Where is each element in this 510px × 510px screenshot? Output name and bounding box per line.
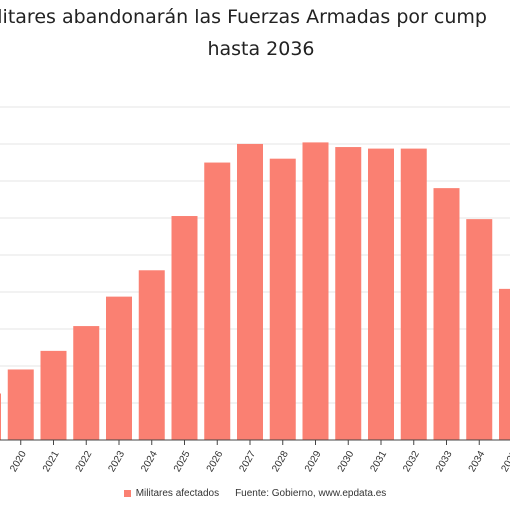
- source-note: Fuente: Gobierno, www.epdata.es: [235, 488, 387, 499]
- bar-2034: [466, 219, 493, 440]
- bar-2022: [73, 326, 100, 440]
- x-tick-label-2023: 2023: [106, 449, 127, 474]
- x-tick-label-2034: 2034: [467, 449, 488, 474]
- bar-2027: [237, 143, 263, 440]
- bar-2033: [433, 188, 460, 440]
- bar-2029: [302, 142, 329, 440]
- x-tick-label-2027: 2027: [237, 449, 258, 474]
- bar-2028: [269, 158, 296, 441]
- x-tick-label-2028: 2028: [270, 449, 291, 474]
- x-tick-label-2020: 2020: [8, 449, 29, 474]
- x-tick-label-2024: 2024: [139, 449, 160, 474]
- x-tick-label-2029: 2029: [303, 449, 324, 474]
- legend-swatch: [123, 490, 131, 497]
- bar-2020: [7, 369, 34, 440]
- x-tick-label-2032: 2032: [401, 449, 422, 474]
- x-tick-label-2026: 2026: [205, 449, 226, 474]
- bar-2021: [40, 350, 67, 440]
- bar-2026: [204, 162, 231, 441]
- bar-2023: [106, 296, 132, 440]
- x-tick-label-2021: 2021: [41, 449, 62, 474]
- bar-2024: [138, 270, 165, 440]
- bar-2032: [400, 148, 427, 440]
- x-tick-label-2022: 2022: [74, 449, 95, 474]
- legend-series-label: Militares afectados: [135, 488, 220, 499]
- x-tick-label-2033: 2033: [434, 449, 455, 474]
- x-tick-label-2031: 2031: [368, 449, 389, 474]
- chart-title-line-1: ilitares abandonarán las Fuerzas Armadas…: [0, 6, 487, 28]
- x-tick-label-2030: 2030: [336, 449, 357, 474]
- x-tick-label-2025: 2025: [172, 449, 193, 474]
- legend: Militares afectados Fuente: Gobierno, ww…: [0, 488, 510, 499]
- bar-2030: [335, 147, 362, 441]
- bar-2035: [499, 288, 510, 440]
- bar-2031: [368, 148, 394, 440]
- bar-2019: [0, 393, 1, 440]
- chart-title-line-2: hasta 2036: [207, 38, 315, 60]
- bar-2025: [171, 216, 198, 440]
- x-tick-label-2035: 2035: [499, 449, 510, 474]
